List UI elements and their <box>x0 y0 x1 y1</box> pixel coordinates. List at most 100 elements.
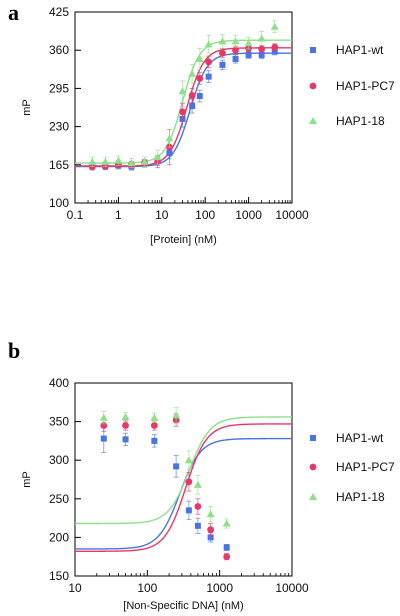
x-tick-label: 0.1 <box>67 208 84 222</box>
y-tick-label: 165 <box>49 158 69 172</box>
data-point <box>204 40 213 48</box>
data-point <box>244 39 253 47</box>
data-point <box>172 411 181 419</box>
data-point <box>151 437 158 444</box>
data-point <box>153 153 162 161</box>
data-point <box>258 45 266 53</box>
plot-frame <box>74 382 293 577</box>
data-point <box>150 422 158 429</box>
y-tick-label: 360 <box>49 43 69 57</box>
data-point <box>205 73 212 80</box>
data-point <box>122 436 129 443</box>
data-point <box>196 93 203 100</box>
x-tick-label: 1 <box>115 208 122 222</box>
data-point <box>271 43 279 51</box>
data-point <box>245 51 252 58</box>
data-point <box>185 507 192 514</box>
data-point <box>193 480 202 488</box>
data-point <box>206 510 215 518</box>
x-tick-label: 10000 <box>275 208 309 222</box>
y-tick-label: 230 <box>49 120 69 134</box>
data-point <box>270 22 279 30</box>
panel-letter-b: b <box>8 338 21 363</box>
legend-marker-hap1-wt <box>310 47 316 53</box>
x-tick-label: 100 <box>137 581 157 595</box>
data-point <box>232 46 239 54</box>
series-hap1-pc7 <box>100 413 231 561</box>
x-tick-label: 10 <box>68 581 82 595</box>
data-point <box>179 108 186 116</box>
data-point <box>99 413 108 421</box>
data-point <box>188 92 196 99</box>
chart-panel-a: 0.1 1 10 100 1000 10000 100 165 230 295 360 425 [Pro… <box>21 5 395 246</box>
data-point <box>185 478 193 486</box>
data-point <box>207 534 214 541</box>
data-point <box>101 157 110 165</box>
chart-panel-b: 10 100 1000 10000 150 200 250 300 350 400 [Non-Spe… <box>21 376 395 612</box>
data-point <box>205 58 213 66</box>
legend-entry-hap1-18: HAP1-18 <box>336 114 385 128</box>
data-point <box>140 157 149 165</box>
data-point <box>271 48 278 55</box>
legend-entry-hap1-18: HAP1-18 <box>336 490 385 504</box>
x-axis-title: [Non-Specific DNA] (nM) <box>123 600 243 612</box>
data-point <box>207 526 215 534</box>
series-hap1-18 <box>88 20 279 169</box>
data-point <box>122 422 129 429</box>
data-point <box>188 69 197 77</box>
x-axis-title: [Protein] (nM) <box>150 234 217 246</box>
data-point <box>231 37 240 45</box>
data-point <box>258 51 265 58</box>
panel-letter-a: a <box>8 0 19 25</box>
data-point <box>218 37 227 45</box>
series-hap1-wt <box>100 424 230 551</box>
data-point <box>178 87 187 95</box>
y-tick-label: 250 <box>49 492 69 506</box>
plot-frame <box>74 11 293 204</box>
legend-marker-hap1-18 <box>309 117 317 124</box>
y-tick-label: 350 <box>49 415 69 429</box>
x-tick-label: 1000 <box>235 208 262 222</box>
y-tick-label: 300 <box>49 453 69 467</box>
x-tick-label: 10000 <box>275 581 309 595</box>
legend-marker-hap1-pc7 <box>309 82 317 90</box>
legend-marker-hap1-18 <box>309 493 317 500</box>
data-point <box>223 553 231 561</box>
y-tick-label: 150 <box>49 569 69 583</box>
fit-curve-hap1-18 <box>75 416 292 525</box>
legend-entry-hap1-pc7: HAP1-PC7 <box>336 79 395 93</box>
data-point <box>165 134 174 142</box>
x-tick-label: 10 <box>155 208 169 222</box>
data-point <box>196 75 204 82</box>
y-axis-title: mP <box>21 99 33 116</box>
data-point <box>150 413 159 421</box>
fit-curve-hap1-pc7 <box>75 423 292 552</box>
data-point <box>194 503 202 510</box>
y-tick-label: 400 <box>49 376 69 390</box>
data-point <box>232 56 239 63</box>
fit-curve-hap1-pc7 <box>75 47 292 167</box>
legend-entry-hap1-pc7: HAP1-PC7 <box>336 460 395 474</box>
data-point <box>173 463 180 470</box>
legend-marker-hap1-pc7 <box>309 463 317 471</box>
legend-marker-hap1-wt <box>310 435 316 441</box>
data-point <box>114 156 123 164</box>
data-point <box>195 55 204 63</box>
legend-entry-hap1-wt: HAP1-wt <box>336 431 384 445</box>
data-point <box>127 159 136 167</box>
y-axis-title: mP <box>21 471 33 488</box>
y-tick-label: 425 <box>49 5 69 19</box>
legend-entry-hap1-wt: HAP1-wt <box>336 43 384 57</box>
data-point <box>223 544 230 551</box>
data-point <box>222 519 231 527</box>
data-point <box>100 435 107 442</box>
y-tick-label: 295 <box>49 81 69 95</box>
x-tick-label: 1000 <box>206 581 233 595</box>
data-point <box>219 61 226 68</box>
data-point <box>257 34 266 42</box>
fit-curve-hap1-18 <box>75 39 292 164</box>
data-point <box>88 157 97 165</box>
data-point <box>184 456 193 464</box>
series-hap1-pc7 <box>88 43 279 171</box>
